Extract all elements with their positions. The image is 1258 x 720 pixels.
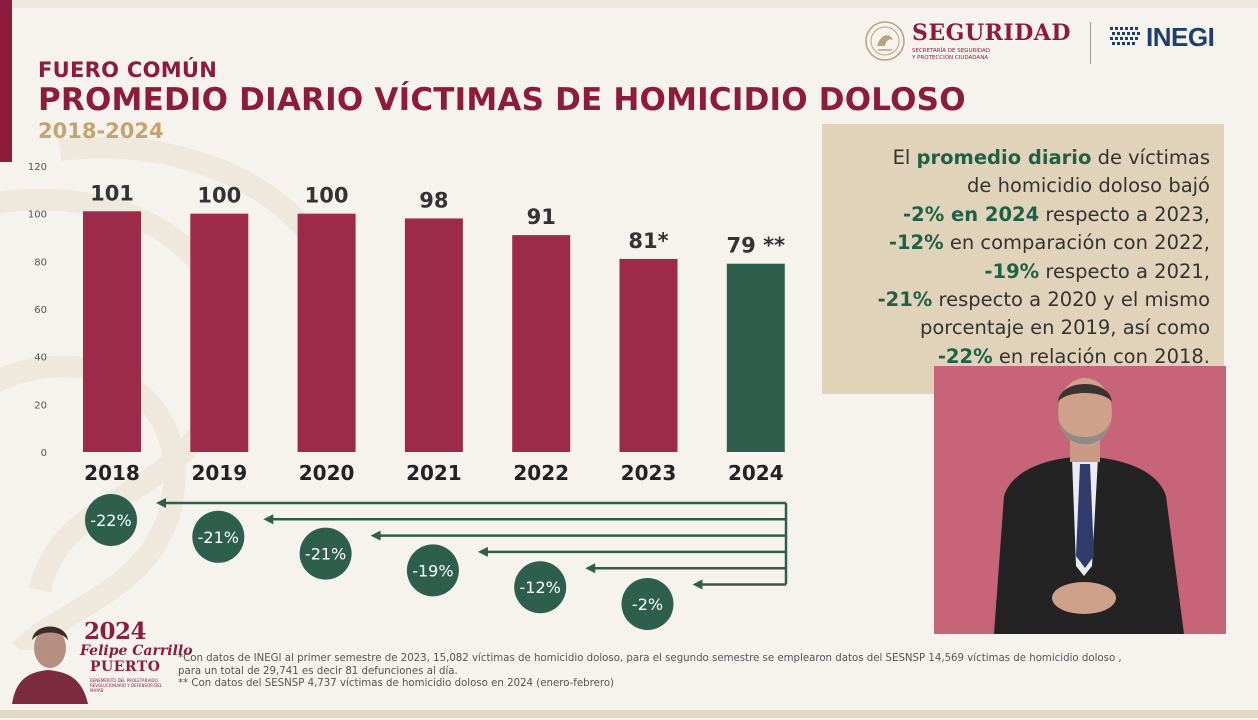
comparison-label-2023: -2% — [632, 595, 663, 614]
bar-2020 — [297, 213, 356, 452]
campaign-logo-2024: 2024 Felipe Carrillo PUERTO BENEMÉRITO D… — [8, 616, 193, 710]
summary-line: de homicidio doloso bajó — [967, 174, 1210, 198]
seguridad-name: SEGURIDAD — [912, 20, 1071, 46]
portrait-icon — [12, 626, 88, 704]
y-tick-label: 0 — [41, 448, 47, 459]
comparison-badge-2021 — [406, 544, 459, 597]
campaign-name: Felipe Carrillo — [80, 643, 193, 659]
inegi-name: INEGI — [1146, 22, 1215, 52]
summary-line: -12% en comparación con 2022, — [888, 231, 1210, 255]
summary-line: El promedio diario de víctimas — [892, 146, 1210, 169]
comparison-label-2019: -21% — [198, 528, 239, 547]
logo-divider — [1090, 22, 1091, 64]
x-tick-label-2019: 2019 — [191, 461, 247, 485]
x-tick-label-2023: 2023 — [621, 461, 677, 485]
data-label-2021: 98 — [419, 188, 448, 212]
campaign-tagline: BENEMÉRITO DEL PROLETARIADO, REVOLUCIONA… — [90, 678, 163, 693]
data-label-2020: 100 — [305, 184, 349, 208]
interpreter-figure — [934, 366, 1226, 634]
national-emblem-icon — [865, 21, 905, 61]
comparison-badge-2022 — [514, 561, 567, 614]
data-label-2022: 91 — [527, 205, 556, 229]
comparison-label-2018: -22% — [90, 511, 131, 530]
bar-2024 — [726, 263, 785, 452]
bar-chart: 0 20 40 60 80 100 120 101 2018 100 2019 100 2020 98 20… — [28, 162, 788, 630]
summary-line: -22% en relación con 2018. — [937, 344, 1210, 368]
comparison-arrowhead — [585, 563, 596, 574]
x-tick-label-2018: 2018 — [84, 461, 140, 485]
footnote-1-cont: para un total de 29,741 es decir 81 defu… — [178, 665, 458, 677]
x-tick-label-2022: 2022 — [513, 461, 569, 485]
section-label: FUERO COMÚN — [38, 58, 218, 82]
y-tick-label: 20 — [34, 400, 47, 411]
comparison-arrowhead — [156, 498, 166, 508]
sign-language-interpreter-video — [934, 366, 1226, 634]
x-tick-label-2020: 2020 — [299, 461, 355, 485]
y-tick-label: 100 — [28, 210, 47, 221]
y-tick-label: 40 — [34, 353, 47, 364]
comparison-badge-2018 — [85, 494, 137, 546]
x-tick-label-2024: 2024 — [728, 461, 784, 485]
bar-2021 — [404, 218, 463, 452]
summary-line: -2% en 2024 respecto a 2023, — [903, 202, 1210, 226]
bar-2022 — [512, 235, 571, 452]
inegi-dots-icon — [1110, 27, 1140, 45]
footnote-1: *Con datos de INEGI al primer semestre d… — [178, 653, 1122, 664]
campaign-year: 2024 — [84, 618, 147, 645]
data-label-2018: 101 — [90, 181, 134, 205]
footnotes: *Con datos de INEGI al primer semestre d… — [178, 653, 1178, 691]
comparison-label-2022: -12% — [520, 578, 561, 597]
comparison-badge-2020 — [299, 527, 352, 580]
y-tick-label: 80 — [34, 257, 47, 268]
bar-2023 — [619, 258, 678, 452]
period-label: 2018-2024 — [38, 119, 164, 143]
header: FUERO COMÚN PROMEDIO DIARIO VÍCTIMAS DE … — [38, 58, 966, 143]
accent-bar — [0, 0, 12, 162]
campaign-surname: PUERTO — [90, 659, 161, 675]
y-tick-label: 60 — [34, 305, 47, 316]
page-title: PROMEDIO DIARIO VÍCTIMAS DE HOMICIDIO DO… — [38, 82, 966, 118]
bar-2018 — [83, 211, 141, 452]
comparison-arrowhead — [477, 546, 488, 557]
seguridad-subtitle: SECRETARÍA DE SEGURIDAD Y PROTECCIÓN CIU… — [912, 48, 991, 61]
x-tick-label-2021: 2021 — [406, 461, 462, 485]
comparison-label-2020: -21% — [305, 545, 346, 564]
top-strip — [0, 0, 1258, 8]
summary-line: -19% respecto a 2021, — [984, 259, 1210, 283]
seguridad-logo: SEGURIDAD SECRETARÍA DE SEGURIDAD Y PROT… — [864, 20, 1084, 68]
y-tick-label: 120 — [28, 162, 47, 173]
data-label-2024: 79 ** — [727, 234, 786, 258]
data-label-2019: 100 — [197, 184, 241, 208]
bottom-strip — [0, 710, 1258, 718]
comparison-badge-2019 — [192, 510, 245, 563]
comparison-arrowhead — [263, 514, 274, 525]
footnote-2: ** Con datos del SESNSP 4,737 víctimas d… — [178, 678, 615, 689]
comparison-arrowhead — [370, 530, 381, 541]
summary-line: porcentaje en 2019, así como — [919, 316, 1210, 340]
summary-box: El promedio diario de víctimas de homici… — [822, 124, 1224, 394]
comparison-badge-2023 — [621, 578, 674, 630]
bar-2019 — [190, 213, 249, 452]
summary-line: -21% respecto a 2020 y el mismo — [877, 288, 1210, 312]
data-label-2023: 81* — [628, 229, 668, 253]
comparison-arrowhead — [692, 579, 703, 590]
comparison-label-2021: -19% — [412, 561, 453, 580]
inegi-logo: INEGI — [1110, 22, 1230, 52]
